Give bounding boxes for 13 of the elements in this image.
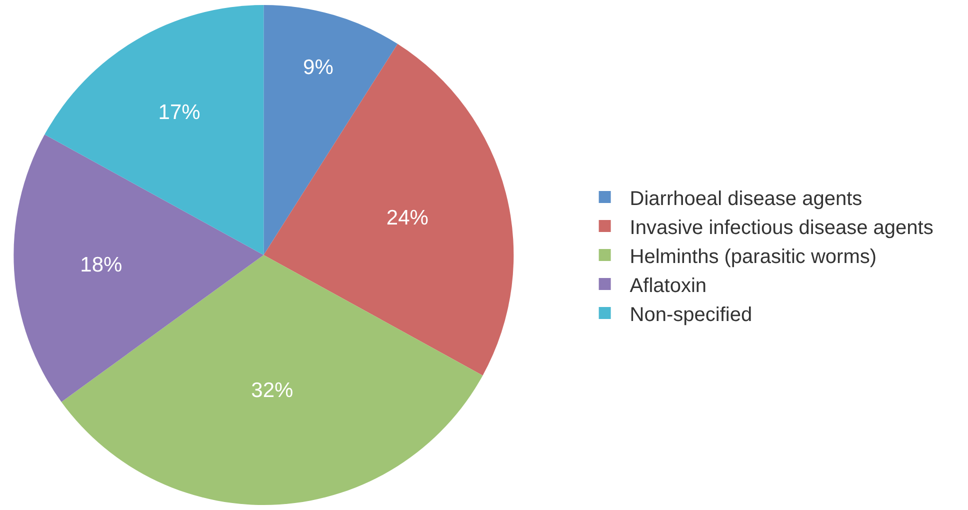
data-label: 17% [158,100,200,124]
data-label: 24% [386,206,428,230]
pie-slice [61,255,483,505]
legend-label: Helminths (parasitic worms) [630,246,877,268]
pie-slice [44,5,264,255]
legend-label: Invasive infectious disease agents [630,216,934,239]
legend-label: Diarrhoeal disease agents [630,188,862,210]
data-label: 9% [303,56,334,79]
data-label: 18% [80,254,122,277]
pie-slice [264,44,514,376]
legend-label: Non-specified [630,304,752,326]
legend-label: Aflatoxin [630,274,707,297]
data-label: 32% [251,378,294,402]
